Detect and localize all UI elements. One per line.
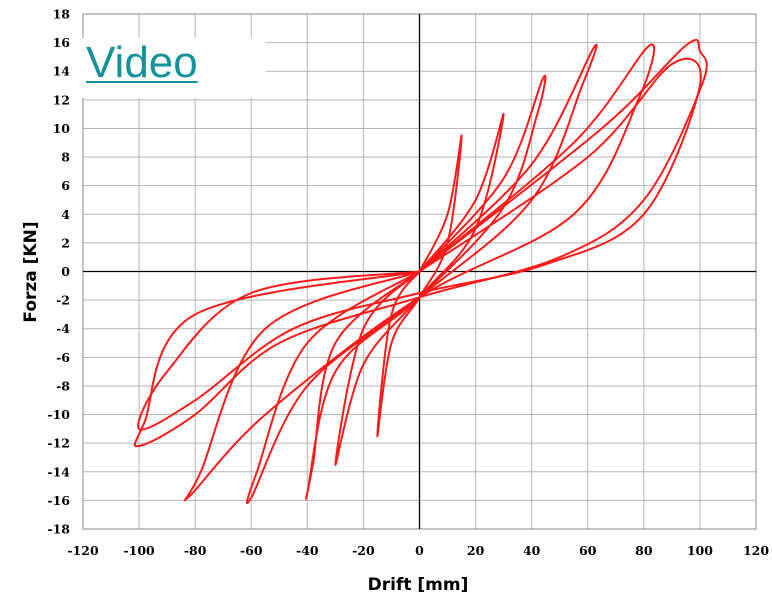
hysteresis-loop-7 [137, 57, 702, 431]
y-tick-label: 18 [53, 7, 71, 22]
y-tick-label: -2 [56, 293, 70, 308]
y-tick-label: 14 [53, 64, 71, 79]
video-link-box: Video [80, 38, 266, 98]
y-tick-label: -8 [56, 378, 70, 393]
y-tick-label: -4 [56, 321, 70, 336]
video-link[interactable]: Video [86, 38, 198, 87]
y-tick-label: -16 [47, 493, 70, 508]
y-tick-label: 2 [61, 235, 70, 250]
y-tick-label: 4 [61, 207, 70, 222]
y-tick-label: 0 [61, 264, 70, 279]
x-tick-label: 100 [687, 543, 713, 558]
x-tick-label: 60 [579, 543, 597, 558]
x-tick-label: 120 [743, 543, 769, 558]
x-tick-label: 20 [467, 543, 485, 558]
y-tick-label: 10 [53, 121, 71, 136]
x-tick-label: -40 [296, 543, 319, 558]
x-tick-label: -20 [352, 543, 375, 558]
y-tick-label: -6 [56, 350, 70, 365]
y-tick-label: 16 [53, 35, 71, 50]
y-tick-labels: -18 -16 -14 -12 -10 -8 -6 -4 -2 0 2 4 6 8 10 12 14 16 18 [47, 7, 70, 537]
y-tick-label: 8 [61, 150, 70, 165]
hysteresis-loop-4 [245, 43, 598, 505]
x-tick-label: -120 [67, 543, 99, 558]
x-tick-label: -100 [123, 543, 155, 558]
x-axis-title: Drift [mm] [368, 575, 469, 595]
hysteresis-loop-6 [133, 38, 708, 448]
y-axis-title: Forza [KN] [21, 221, 41, 322]
y-tick-label: -12 [47, 436, 70, 451]
x-tick-labels: -120 -100 -80 -60 -40 -20 0 20 40 60 80 100 120 [67, 543, 769, 558]
series-layer [133, 38, 708, 505]
y-tick-label: -10 [47, 407, 70, 422]
x-tick-label: -80 [184, 543, 207, 558]
y-tick-label: -18 [47, 522, 70, 537]
x-tick-label: -60 [240, 543, 263, 558]
x-tick-label: 80 [635, 543, 653, 558]
x-tick-label: 40 [523, 543, 541, 558]
y-tick-label: 12 [53, 92, 70, 107]
y-tick-label: -14 [47, 464, 70, 479]
y-tick-label: 6 [61, 178, 70, 193]
x-tick-label: 0 [415, 543, 424, 558]
